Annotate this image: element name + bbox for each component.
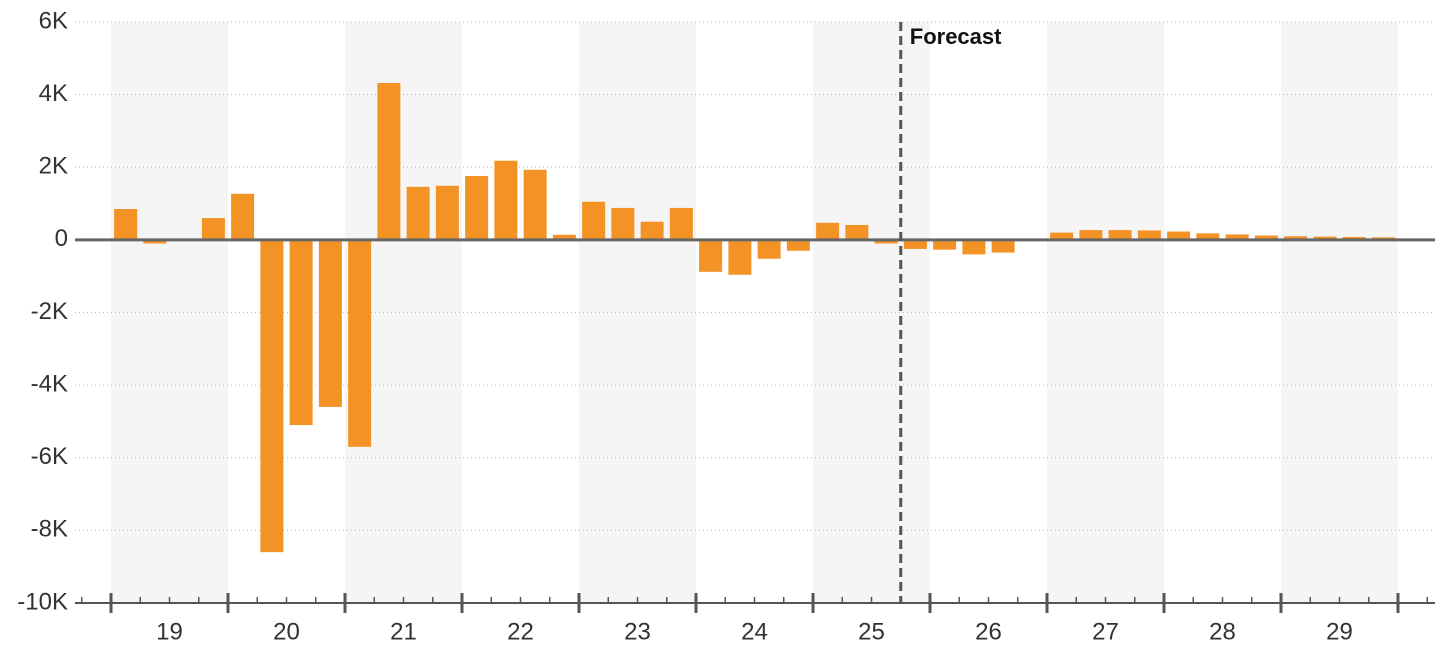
bar (465, 175, 489, 240)
bar (845, 224, 869, 240)
bar (1050, 232, 1074, 240)
y-tick-label: 6K (39, 7, 68, 34)
y-tick-label: -8K (31, 516, 68, 543)
bar (1225, 234, 1249, 240)
year-band (111, 22, 228, 603)
forecast-label: Forecast (910, 24, 1002, 49)
bar (260, 239, 284, 553)
y-tick-label: -10K (17, 588, 68, 615)
bar (318, 239, 342, 407)
x-tick-label: 24 (741, 618, 768, 645)
bar (933, 239, 957, 250)
bar (348, 239, 372, 447)
y-tick-label: -6K (31, 443, 68, 470)
bar (143, 239, 167, 244)
bar (728, 239, 752, 275)
bar (1137, 230, 1161, 240)
bar (435, 185, 459, 240)
bar (523, 169, 547, 240)
y-tick-label: -2K (31, 298, 68, 325)
bar (786, 239, 810, 251)
bar (289, 239, 313, 426)
y-tick-label: -4K (31, 370, 68, 397)
year-band (1047, 22, 1164, 603)
bar (1284, 236, 1308, 240)
x-tick-label: 22 (507, 618, 534, 645)
bar (757, 239, 781, 259)
bar (816, 222, 840, 240)
x-tick-label: 21 (390, 618, 417, 645)
x-tick-label: 26 (975, 618, 1002, 645)
bar (699, 239, 723, 272)
bar (231, 193, 255, 240)
x-tick-label: 25 (858, 618, 885, 645)
x-tick-label: 19 (156, 618, 183, 645)
bar (962, 239, 986, 255)
bar (406, 186, 430, 240)
bar (903, 239, 927, 249)
x-tick-label: 29 (1326, 618, 1353, 645)
bar (991, 239, 1015, 253)
bar (1079, 230, 1103, 240)
y-tick-label: 4K (39, 80, 68, 107)
bar (669, 207, 693, 240)
year-band (579, 22, 696, 603)
bar (611, 207, 635, 240)
bar (582, 201, 606, 240)
bar (1254, 235, 1278, 240)
bar (1313, 236, 1337, 240)
y-tick-label: 0 (55, 225, 68, 252)
bar (1108, 230, 1132, 240)
bar (201, 218, 225, 240)
bar (640, 221, 664, 240)
y-tick-label: 2K (39, 153, 68, 180)
x-tick-label: 20 (273, 618, 300, 645)
x-tick-label: 28 (1209, 618, 1236, 645)
x-tick-label: 27 (1092, 618, 1119, 645)
bar (874, 239, 898, 244)
bar (1167, 231, 1191, 240)
bar (1196, 233, 1220, 240)
x-tick-label: 23 (624, 618, 651, 645)
bar (494, 160, 518, 240)
bar (377, 83, 401, 240)
bar (114, 209, 138, 240)
bar (552, 234, 576, 240)
